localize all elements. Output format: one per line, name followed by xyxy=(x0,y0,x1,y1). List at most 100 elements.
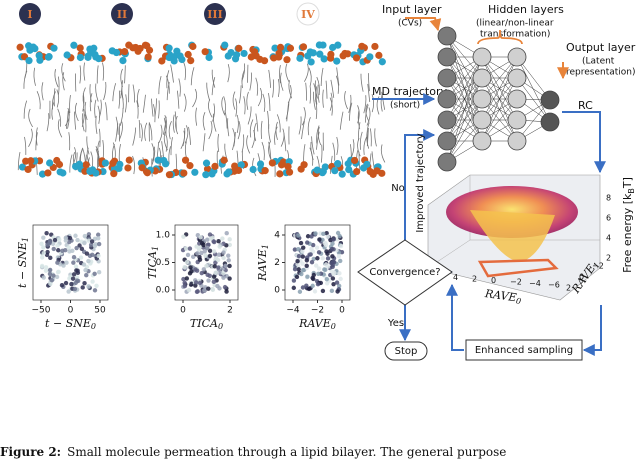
lipid-tail xyxy=(95,145,100,165)
point xyxy=(324,276,330,282)
lipid-tail xyxy=(221,97,226,116)
lipid-tail xyxy=(144,122,148,141)
atom xyxy=(256,160,265,168)
lipid-tail xyxy=(192,88,198,108)
point xyxy=(70,248,75,253)
point xyxy=(92,243,98,249)
point xyxy=(331,237,336,242)
point xyxy=(199,250,204,256)
point xyxy=(316,266,322,271)
atom xyxy=(329,43,337,52)
lipid-tail xyxy=(151,146,156,165)
atom xyxy=(220,156,228,164)
point xyxy=(331,281,336,287)
atom xyxy=(350,156,359,165)
point xyxy=(330,254,335,259)
lipid-tail xyxy=(268,141,272,161)
lipid-tail xyxy=(57,119,63,138)
point xyxy=(202,288,207,293)
x-tick-label: −4 xyxy=(529,279,541,288)
atom xyxy=(275,49,283,58)
lipid-tail xyxy=(268,92,271,112)
point xyxy=(88,242,94,248)
point xyxy=(338,243,344,249)
point xyxy=(320,256,325,261)
atom xyxy=(132,43,140,52)
atom xyxy=(247,53,255,61)
lipid-tail xyxy=(374,128,377,147)
atom xyxy=(154,156,162,164)
lipid-tail xyxy=(103,81,107,101)
point xyxy=(187,246,193,251)
lipid-tail xyxy=(83,62,86,81)
atom xyxy=(181,156,190,164)
atom xyxy=(189,42,197,51)
lipid-tail xyxy=(74,111,77,130)
point xyxy=(310,283,315,289)
lipid-tail xyxy=(304,63,309,82)
point xyxy=(305,240,310,245)
atom xyxy=(249,165,257,174)
point xyxy=(198,235,203,240)
label: Improved trajectory xyxy=(415,133,426,232)
point xyxy=(48,255,53,261)
point xyxy=(224,289,229,294)
lipid-tail xyxy=(381,91,386,110)
subscript: 0 xyxy=(91,322,96,331)
point xyxy=(44,230,49,236)
point xyxy=(296,267,301,272)
point xyxy=(44,252,50,258)
point xyxy=(212,264,217,269)
point xyxy=(41,275,46,280)
neuron xyxy=(437,89,457,109)
x-tick-label: −2 xyxy=(510,278,522,287)
atom xyxy=(63,51,71,59)
neuron xyxy=(507,68,527,88)
point xyxy=(96,253,101,258)
point xyxy=(63,280,69,286)
lipid-tail xyxy=(89,93,93,112)
label: representation) xyxy=(566,68,636,78)
atom xyxy=(124,164,132,172)
lipid-tail xyxy=(165,133,168,152)
point xyxy=(314,263,319,268)
lipid-tail xyxy=(119,107,124,126)
atom xyxy=(334,160,342,168)
lipid-tail xyxy=(172,114,175,133)
point xyxy=(49,278,55,283)
point xyxy=(86,258,91,264)
lipid-tail xyxy=(276,114,281,133)
point xyxy=(80,285,85,290)
point xyxy=(48,281,53,286)
lipid-tail xyxy=(175,115,179,135)
point xyxy=(207,248,213,254)
atom xyxy=(352,54,361,62)
atom xyxy=(38,170,47,178)
x-tick-label: 2 xyxy=(472,275,477,284)
lipid-tail xyxy=(280,72,284,91)
point xyxy=(51,273,56,278)
y-axis-label: TICA1 xyxy=(146,246,160,279)
axis-label: t − SNE xyxy=(16,242,29,288)
point xyxy=(72,286,78,292)
label: (linear/non-linear xyxy=(476,19,554,29)
point xyxy=(41,245,46,250)
lipid-tail xyxy=(119,121,123,140)
atom xyxy=(84,53,92,61)
x-tick-label: 0 xyxy=(339,306,345,316)
lipid-tail xyxy=(58,76,60,95)
lipid-tail xyxy=(366,107,371,126)
x-axis-label: TICA0 xyxy=(190,317,223,331)
point xyxy=(311,272,316,278)
subscript: B xyxy=(627,188,636,194)
lipid-tail xyxy=(301,120,305,140)
point xyxy=(301,245,306,250)
subscript: 1 xyxy=(21,237,30,242)
atom xyxy=(115,164,123,173)
point xyxy=(315,256,320,261)
point xyxy=(183,246,189,251)
lipid-tail xyxy=(246,135,251,154)
x-tick-label: 0 xyxy=(68,306,74,316)
lipid-tail xyxy=(224,110,228,129)
